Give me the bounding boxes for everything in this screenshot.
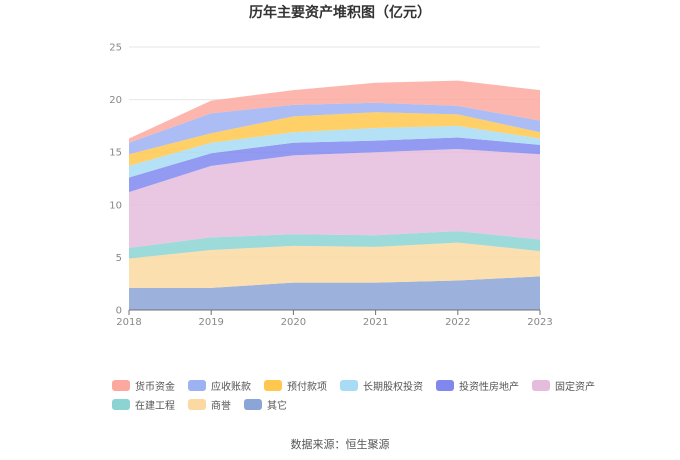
x-tick-label: 2022 xyxy=(445,317,470,328)
area-series-5[interactable] xyxy=(129,125,540,178)
x-tick-label: 2018 xyxy=(116,317,141,328)
x-tick-label: 2020 xyxy=(281,317,306,328)
legend-label: 货币资金 xyxy=(135,381,175,393)
area-series-group xyxy=(129,80,540,310)
area-series-0[interactable] xyxy=(129,276,540,310)
x-tick-label: 2019 xyxy=(198,317,223,328)
y-tick-label: 20 xyxy=(109,95,122,106)
area-series-4[interactable] xyxy=(129,137,540,193)
area-series-2[interactable] xyxy=(129,231,540,259)
legend-swatch xyxy=(188,379,206,391)
legend-item[interactable]: 在建工程 xyxy=(112,397,175,412)
legend-label: 预付款项 xyxy=(287,381,327,393)
y-tick-label: 10 xyxy=(109,200,122,211)
y-tick-label: 25 xyxy=(109,43,122,54)
legend-item[interactable]: 商誉 xyxy=(188,397,231,412)
legend-item[interactable]: 货币资金 xyxy=(112,378,175,393)
legend-label: 在建工程 xyxy=(135,400,175,412)
area-series-6[interactable] xyxy=(129,112,540,166)
legend-item[interactable]: 投资性房地产 xyxy=(436,378,519,393)
legend-label: 长期股权投资 xyxy=(363,381,423,393)
legend-item[interactable]: 预付款项 xyxy=(264,378,327,393)
legend-item[interactable]: 长期股权投资 xyxy=(340,378,423,393)
y-tick-label: 0 xyxy=(116,306,122,317)
legend-label: 投资性房地产 xyxy=(459,381,519,393)
area-series-8[interactable] xyxy=(129,80,540,143)
legend-swatch xyxy=(112,379,130,391)
legend-swatch xyxy=(436,379,454,391)
legend-label: 其它 xyxy=(267,400,287,412)
area-series-1[interactable] xyxy=(129,242,540,288)
legend-item[interactable]: 固定资产 xyxy=(532,378,595,393)
legend-swatch xyxy=(264,379,282,391)
x-tick-label: 2023 xyxy=(527,317,552,328)
legend-swatch xyxy=(112,398,130,410)
axes: 0 5 10 15 20 25 2018 2019 2020 2021 2022 2023 xyxy=(109,43,552,329)
legend-label: 固定资产 xyxy=(555,381,595,393)
chart-title: 历年主要资产堆积图（亿元） xyxy=(249,5,431,21)
legend-item[interactable]: 应收账款 xyxy=(188,378,251,393)
area-series-3[interactable] xyxy=(129,149,540,248)
y-tick-label: 5 xyxy=(116,253,122,264)
area-series-7[interactable] xyxy=(129,102,540,155)
legend-item[interactable]: 其它 xyxy=(244,397,287,412)
y-tick-label: 15 xyxy=(109,148,122,159)
legend-swatch xyxy=(188,398,206,410)
legend-swatch xyxy=(244,398,262,410)
chart-legend: 货币资金 应收账款 预付款项 长期股权投资 投资性房地产 固定资产在建工程 商誉 其它 xyxy=(112,378,632,412)
legend-swatch xyxy=(532,379,550,391)
legend-label: 商誉 xyxy=(211,400,231,412)
legend-swatch xyxy=(340,379,358,391)
data-source-note: 数据来源：恒生聚源 xyxy=(290,438,390,451)
x-tick-label: 2021 xyxy=(363,317,388,328)
legend-label: 应收账款 xyxy=(211,381,251,393)
